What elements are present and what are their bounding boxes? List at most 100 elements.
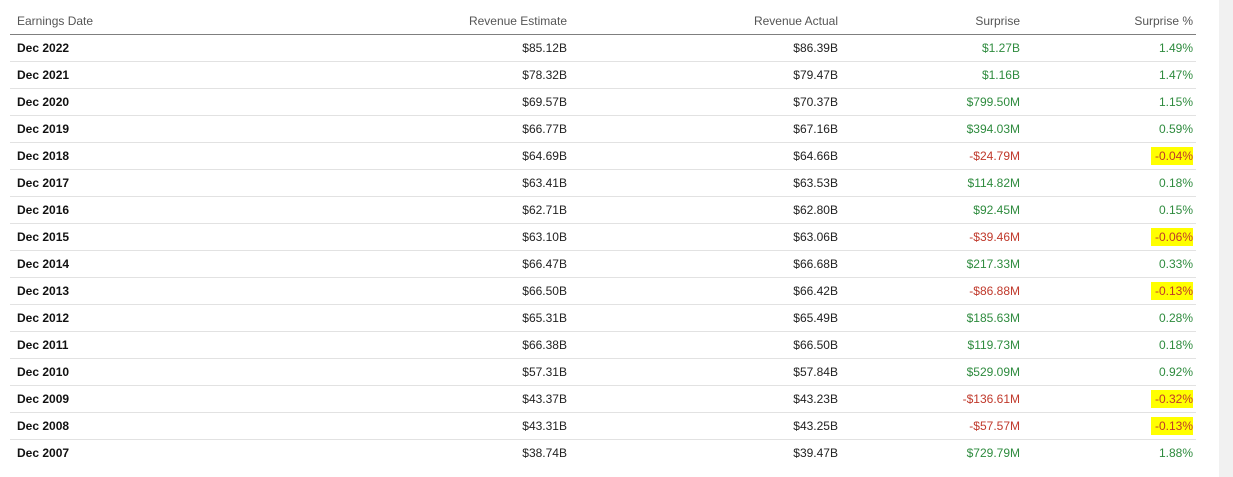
surprise-pct-value: 0.28% (1158, 311, 1193, 325)
revenue-estimate-cell: $65.31B (130, 304, 570, 332)
table-row: Dec 2013 $66.50B $66.42B -$86.88M -0.13% (10, 277, 1196, 305)
earnings-date-cell: Dec 2010 (10, 358, 130, 386)
surprise-pct-cell: 0.28% (1023, 304, 1196, 332)
surprise-cell: -$39.46M (841, 223, 1023, 251)
surprise-pct-value: 0.15% (1158, 203, 1193, 217)
surprise-cell: $217.33M (841, 250, 1023, 278)
table-row: Dec 2010 $57.31B $57.84B $529.09M 0.92% (10, 358, 1196, 386)
revenue-estimate-cell: $66.38B (130, 331, 570, 359)
revenue-estimate-cell: $63.10B (130, 223, 570, 251)
surprise-pct-value: 0.18% (1158, 176, 1193, 190)
surprise-pct-cell: 0.18% (1023, 331, 1196, 359)
revenue-estimate-cell: $64.69B (130, 142, 570, 170)
surprise-cell: $729.79M (966, 446, 1020, 460)
earnings-date-cell: Dec 2014 (10, 250, 130, 278)
earnings-date-cell: Dec 2022 (10, 34, 130, 62)
header-surprise-pct[interactable]: Surprise % (1023, 8, 1196, 35)
surprise-pct-cell: 1.88% (1023, 440, 1196, 467)
highlighted-surprise-pct: -0.04% (1150, 147, 1193, 165)
surprise-pct-cell: -0.13% (1023, 277, 1196, 305)
header-earnings-date[interactable]: Earnings Date (10, 8, 130, 35)
scrollbar-track[interactable] (1219, 0, 1233, 477)
revenue-actual-cell: $70.37B (570, 88, 841, 116)
table-row: Dec 2017 $63.41B $63.53B $114.82M 0.18% (10, 169, 1196, 197)
surprise-cell: $529.09M (841, 358, 1023, 386)
surprise-cell: -$57.57M (841, 412, 1023, 440)
revenue-estimate-cell: $66.77B (130, 115, 570, 143)
header-revenue-actual[interactable]: Revenue Actual (570, 8, 841, 35)
table-row: Dec 2012 $65.31B $65.49B $185.63M 0.28% (10, 304, 1196, 332)
table-row: Dec 2020 $69.57B $70.37B $799.50M 1.15% (10, 88, 1196, 116)
revenue-actual-cell: $57.84B (570, 358, 841, 386)
highlighted-surprise-pct: -0.13% (1150, 282, 1193, 300)
revenue-actual-cell: $64.66B (570, 142, 841, 170)
revenue-estimate-cell: $66.47B (130, 250, 570, 278)
surprise-pct-value: 1.88% (1158, 446, 1193, 460)
revenue-estimate-cell: $62.71B (130, 196, 570, 224)
highlighted-surprise-pct: -0.06% (1150, 228, 1193, 246)
revenue-actual-cell: $62.80B (570, 196, 841, 224)
revenue-actual-cell: $79.47B (570, 61, 841, 89)
earnings-date-cell: Dec 2012 (10, 304, 130, 332)
revenue-estimate-cell: $66.50B (130, 277, 570, 305)
header-revenue-estimate[interactable]: Revenue Estimate (130, 8, 570, 35)
revenue-actual-cell: $63.06B (570, 223, 841, 251)
revenue-estimate-cell: $43.37B (130, 385, 570, 413)
earnings-date-cell: Dec 2009 (10, 385, 130, 413)
surprise-pct-cell: 0.59% (1023, 115, 1196, 143)
table-row: Dec 2008 $43.31B $43.25B -$57.57M -0.13% (10, 412, 1196, 440)
table-row: Dec 2011 $66.38B $66.50B $119.73M 0.18% (10, 331, 1196, 359)
table-row: Dec 2007 $38.74B $39.47B $729.79M 1.88% (10, 440, 1196, 467)
earnings-date-cell: Dec 2018 (10, 142, 130, 170)
revenue-actual-cell: $66.42B (570, 277, 841, 305)
revenue-actual-cell: $43.25B (570, 412, 841, 440)
earnings-date-cell: Dec 2019 (10, 115, 130, 143)
surprise-cell: -$86.88M (841, 277, 1023, 305)
revenue-actual-cell: $66.68B (570, 250, 841, 278)
surprise-cell: -$24.79M (841, 142, 1023, 170)
surprise-cell: $114.82M (841, 169, 1023, 197)
revenue-actual-cell: $63.53B (570, 169, 841, 197)
earnings-table-container: Earnings Date Revenue Estimate Revenue A… (10, 8, 1196, 466)
table-row: Dec 2016 $62.71B $62.80B $92.45M 0.15% (10, 196, 1196, 224)
revenue-actual-cell: $86.39B (570, 34, 841, 62)
surprise-pct-cell: 1.47% (1023, 61, 1196, 89)
surprise-cell: $1.16B (841, 61, 1023, 89)
surprise-pct-cell: -0.04% (1023, 142, 1196, 170)
earnings-date-cell: Dec 2011 (10, 331, 130, 359)
revenue-estimate-cell: $43.31B (130, 412, 570, 440)
highlighted-surprise-pct: -0.32% (1150, 390, 1193, 408)
surprise-pct-cell: 0.15% (1023, 196, 1196, 224)
surprise-pct-cell: 0.33% (1023, 250, 1196, 278)
revenue-actual-cell: $66.50B (570, 331, 841, 359)
surprise-pct-value: 1.15% (1158, 95, 1193, 109)
surprise-pct-cell: -0.13% (1023, 412, 1196, 440)
revenue-estimate-cell: $69.57B (130, 88, 570, 116)
table-header: Earnings Date Revenue Estimate Revenue A… (10, 8, 1196, 35)
surprise-pct-value: 0.18% (1158, 338, 1193, 352)
surprise-cell: $394.03M (841, 115, 1023, 143)
surprise-cell: $92.45M (841, 196, 1023, 224)
surprise-pct-cell: 1.15% (1023, 88, 1196, 116)
surprise-pct-cell: -0.32% (1023, 385, 1196, 413)
table-row: Dec 2021 $78.32B $79.47B $1.16B 1.47% (10, 61, 1196, 89)
highlighted-surprise-pct: -0.13% (1150, 417, 1193, 435)
surprise-pct-value: 1.47% (1158, 68, 1193, 82)
surprise-pct-value: 1.49% (1158, 41, 1193, 55)
earnings-date-cell: Dec 2008 (10, 412, 130, 440)
revenue-estimate-cell: $85.12B (130, 34, 570, 62)
earnings-date-cell: Dec 2015 (10, 223, 130, 251)
header-row: Earnings Date Revenue Estimate Revenue A… (10, 8, 1196, 35)
earnings-date-cell: Dec 2007 (17, 446, 70, 460)
table-row: Dec 2009 $43.37B $43.23B -$136.61M -0.32% (10, 385, 1196, 413)
header-surprise[interactable]: Surprise (841, 8, 1023, 35)
table-row: Dec 2022 $85.12B $86.39B $1.27B 1.49% (10, 34, 1196, 62)
surprise-pct-value: 0.59% (1158, 122, 1193, 136)
revenue-actual-cell: $39.47B (793, 446, 838, 460)
surprise-cell: $185.63M (841, 304, 1023, 332)
earnings-date-cell: Dec 2017 (10, 169, 130, 197)
revenue-estimate-cell: $38.74B (522, 446, 567, 460)
surprise-pct-cell: 0.18% (1023, 169, 1196, 197)
earnings-date-cell: Dec 2020 (10, 88, 130, 116)
revenue-actual-cell: $43.23B (570, 385, 841, 413)
